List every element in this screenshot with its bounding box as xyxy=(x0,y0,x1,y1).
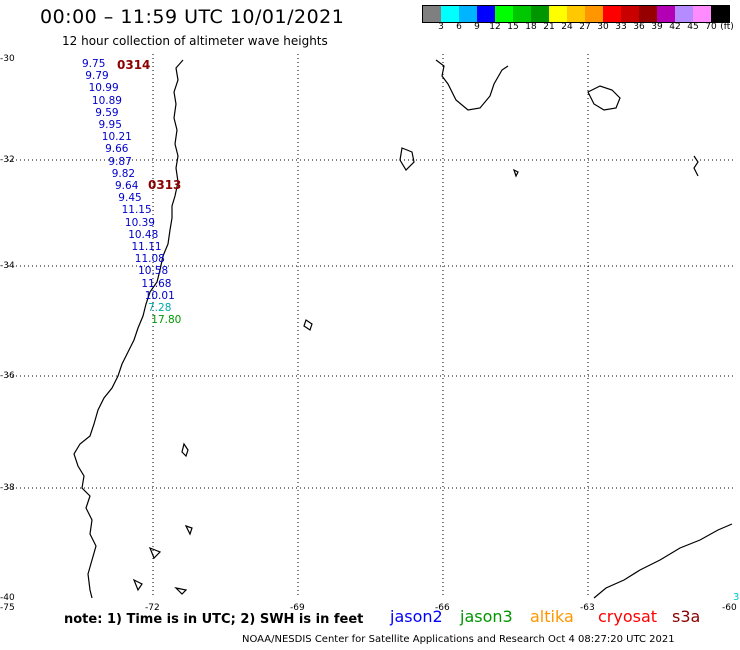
scale-tick-label: 39 xyxy=(651,22,663,32)
island xyxy=(303,319,313,331)
scale-tick-label: 3 xyxy=(438,22,444,32)
page-subtitle: 12 hour collection of altimeter wave hei… xyxy=(62,34,328,48)
wave-height-value: 10.39 xyxy=(124,216,155,229)
wave-height-value: 9.75 xyxy=(82,58,106,70)
wave-height-value: 9.82 xyxy=(111,167,136,180)
page-title: 00:00 – 11:59 UTC 10/01/2021 xyxy=(40,6,345,28)
island xyxy=(148,546,162,560)
wave-height-value: 9.64 xyxy=(115,180,139,192)
wave-height-value: 11.08 xyxy=(134,253,165,266)
y-tick-label: -40 xyxy=(0,593,15,603)
scale-swatch xyxy=(567,6,585,22)
legend-jason2: jason2 xyxy=(390,607,443,626)
scale-tick-label: 6 xyxy=(456,22,462,32)
scale-swatch xyxy=(459,6,477,22)
argentina-coastline xyxy=(593,523,733,599)
scale-tick-label: 45 xyxy=(687,22,699,32)
argentina-coastline xyxy=(693,155,699,177)
x-tick-label: -66 xyxy=(435,603,450,613)
scale-swatch xyxy=(585,6,603,22)
wave-height-value: 10.58 xyxy=(138,265,169,278)
wave-height-value: 9.59 xyxy=(95,106,119,119)
color-scale xyxy=(422,5,730,23)
pass-time-label: 0313 xyxy=(148,178,182,192)
wave-height-value: 9.87 xyxy=(108,155,132,168)
scale-swatch xyxy=(495,6,513,22)
grid xyxy=(8,54,733,598)
wave-height-value: 9.66 xyxy=(105,143,129,156)
island xyxy=(512,168,519,178)
island xyxy=(174,587,188,595)
scale-tick-label: 12 xyxy=(489,22,501,32)
x-tick-label: -63 xyxy=(580,603,595,613)
scale-swatch xyxy=(441,6,459,22)
scale-tick-label: 27 xyxy=(579,22,591,32)
scale-tick-label: 36 xyxy=(633,22,645,32)
wave-height-value: 10.48 xyxy=(128,228,159,241)
scale-swatch xyxy=(675,6,693,22)
scale-tick-label: 30 xyxy=(597,22,609,32)
scale-swatch xyxy=(693,6,711,22)
island xyxy=(184,524,193,536)
scale-tick-label: 33 xyxy=(615,22,627,32)
scale-tick-label: 21 xyxy=(543,22,555,32)
scale-tick-label: 70 xyxy=(705,22,717,32)
chile-coastline xyxy=(73,59,184,599)
x-tick-label: -60 xyxy=(722,603,737,613)
wave-height-value: 11.11 xyxy=(131,241,162,253)
wave-height-value: 9.79 xyxy=(85,70,109,83)
wave-height-value: 10.01 xyxy=(144,289,175,302)
x-tick-label: -69 xyxy=(290,603,305,613)
island xyxy=(399,147,415,171)
wave-height-value: 9.45 xyxy=(118,192,142,205)
y-tick-label: -36 xyxy=(0,371,15,381)
wave-height-value: 17.80 xyxy=(151,314,182,327)
y-tick-label: -34 xyxy=(0,261,15,271)
scale-swatch xyxy=(531,6,549,22)
x-tick-label: -75 xyxy=(0,603,15,613)
y-tick-label: -32 xyxy=(0,155,15,165)
y-tick-label: -30 xyxy=(0,54,15,64)
scale-swatch xyxy=(621,6,639,22)
legend-altika: altika xyxy=(530,607,574,626)
argentina-coastline xyxy=(587,85,621,111)
wave-height-value: 10.99 xyxy=(88,82,119,95)
scale-swatch xyxy=(513,6,531,22)
scale-swatch xyxy=(657,6,675,22)
scale-tick-label: 24 xyxy=(561,22,573,32)
wave-height-value: 10.21 xyxy=(101,131,132,144)
legend-jason3: jason3 xyxy=(460,607,513,626)
wave-height-value: 11.15 xyxy=(121,204,152,217)
scale-swatch xyxy=(603,6,621,22)
island xyxy=(181,442,189,458)
pass-time-label: 0314 xyxy=(117,58,151,72)
scale-tick-label: 42 xyxy=(669,22,681,32)
footer-credit: NOAA/NESDIS Center for Satellite Applica… xyxy=(242,634,675,645)
edge-value: 3 xyxy=(733,592,740,603)
wave-height-value: 7.28 xyxy=(148,302,172,314)
scale-tick-label: 9 xyxy=(474,22,480,32)
scale-swatch xyxy=(423,6,441,22)
island xyxy=(132,578,143,592)
scale-tick-label: 18 xyxy=(525,22,537,32)
legend-s3a: s3a xyxy=(672,607,701,626)
scale-swatch xyxy=(549,6,567,22)
wave-height-value: 11.68 xyxy=(141,277,172,290)
scale-tick-label: 15 xyxy=(507,22,519,32)
scale-swatch xyxy=(477,6,495,22)
scale-unit: (ft) xyxy=(720,22,734,32)
legend-note: note: 1) Time is in UTC; 2) SWH is in fe… xyxy=(64,612,364,627)
y-tick-label: -38 xyxy=(0,483,15,493)
legend-cryosat: cryosat xyxy=(598,607,658,626)
coastlines xyxy=(73,59,733,599)
argentina-coastline xyxy=(435,59,509,111)
wave-height-value: 10.89 xyxy=(91,94,122,107)
scale-swatch xyxy=(711,6,729,22)
scale-swatch xyxy=(639,6,657,22)
wave-height-value: 9.95 xyxy=(98,119,122,131)
x-tick-label: -72 xyxy=(145,603,160,613)
